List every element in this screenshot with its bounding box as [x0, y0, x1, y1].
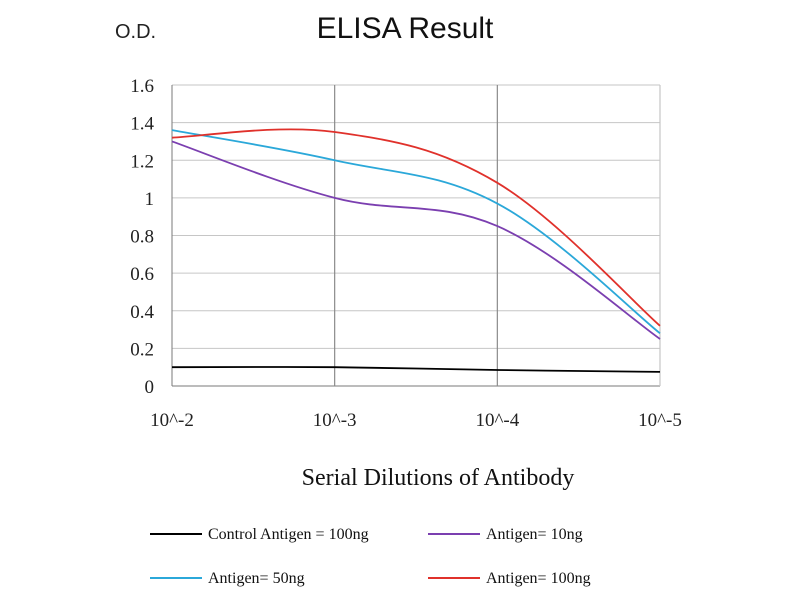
series-line-3 [171, 128, 661, 327]
y-tick-label: 1.2 [130, 151, 154, 172]
y-tick-label: 1 [145, 189, 155, 210]
y-tick-label: 0.2 [130, 339, 154, 360]
x-tick-label: 10^-4 [475, 410, 519, 431]
x-axis-label: Serial Dilutions of Antibody [302, 465, 575, 491]
legend: Control Antigen = 100ng Antigen= 10ng Anti… [150, 526, 591, 587]
legend-label: Antigen= 100ng [486, 570, 591, 587]
legend-label: Antigen= 50ng [208, 570, 305, 587]
y-tick-label: 1.4 [130, 114, 154, 135]
series-lines [171, 128, 661, 373]
x-tick-label: 10^-5 [638, 410, 682, 431]
grid [171, 84, 661, 387]
series-line-1 [171, 140, 661, 340]
series-line-0 [171, 366, 661, 373]
y-tick-label: 0 [145, 377, 155, 398]
legend-label: Control Antigen = 100ng [208, 526, 369, 543]
chart-title: ELISA Result [317, 12, 494, 45]
y-tick-label: 1.6 [130, 76, 154, 97]
y-tick-label: 0.4 [130, 302, 154, 323]
legend-label: Antigen= 10ng [486, 526, 583, 543]
y-tick-label: 0.6 [130, 264, 154, 285]
x-tick-labels: 10^-2 10^-3 10^-4 10^-5 [150, 410, 682, 431]
x-tick-label: 10^-3 [313, 410, 357, 431]
y-tick-labels: 0 0.2 0.4 0.6 0.8 1 1.2 1.4 1.6 [130, 76, 154, 398]
x-tick-label: 10^-2 [150, 410, 194, 431]
series-line-2 [171, 129, 661, 335]
y-tick-label: 0.8 [130, 227, 154, 248]
y-axis-label: O.D. [115, 21, 156, 43]
